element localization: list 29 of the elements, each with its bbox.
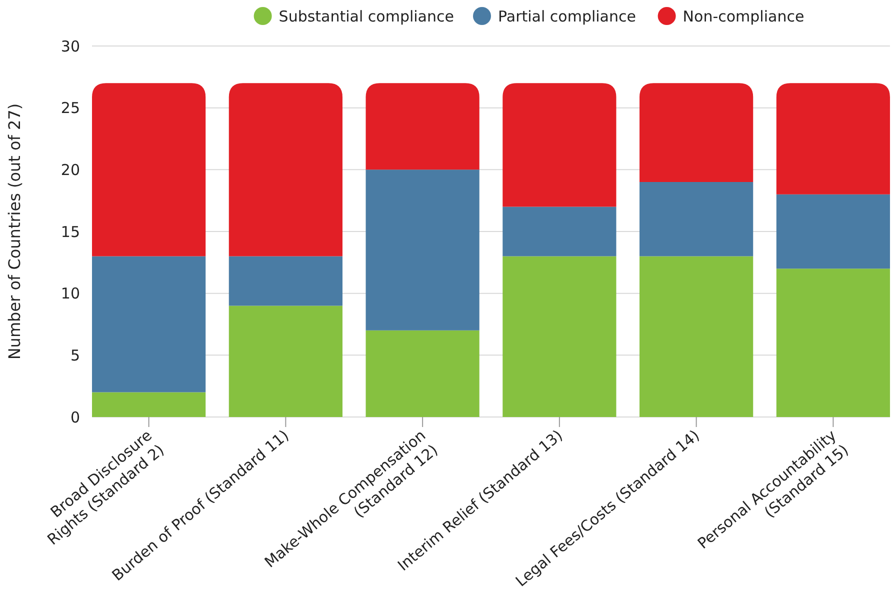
bar	[776, 83, 890, 194]
y-tick-label: 0	[70, 408, 80, 426]
bar	[366, 83, 480, 170]
y-tick-label: 10	[60, 284, 80, 303]
y-tick-label: 5	[70, 346, 80, 364]
bar	[640, 256, 754, 417]
bar	[92, 256, 206, 392]
y-tick-label: 15	[60, 222, 80, 241]
bar	[776, 268, 890, 417]
bar	[502, 206, 616, 256]
y-tick-label: 25	[60, 99, 80, 118]
bar	[776, 194, 890, 269]
bar	[502, 256, 616, 417]
legend-label: Partial compliance	[498, 7, 636, 26]
bar	[92, 83, 206, 256]
bar	[92, 392, 206, 417]
legend-label: Substantial compliance	[278, 7, 454, 26]
bar	[502, 83, 616, 207]
y-tick-label: 20	[60, 160, 80, 179]
y-tick-label: 30	[60, 37, 80, 56]
bar	[228, 83, 342, 256]
y-axis-title: Number of Countries (out of 27)	[5, 103, 24, 360]
bar	[228, 306, 342, 417]
legend-label: Non-compliance	[682, 7, 804, 26]
bar	[228, 256, 342, 306]
bar	[366, 170, 480, 330]
bar	[366, 330, 480, 417]
bar	[640, 182, 754, 256]
bar	[640, 83, 754, 182]
